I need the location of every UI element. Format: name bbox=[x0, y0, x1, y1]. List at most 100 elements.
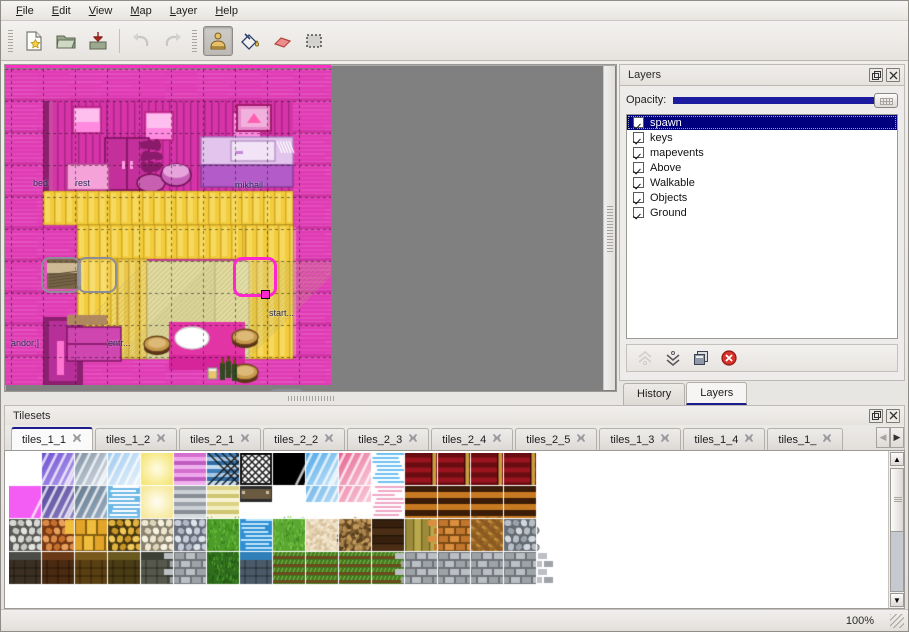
layer-row[interactable]: Ground bbox=[627, 205, 897, 220]
layer-visibility-checkbox[interactable] bbox=[633, 132, 644, 143]
layer-row[interactable]: spawn bbox=[627, 115, 897, 130]
map-view[interactable]: bed rest mikhail andor;] entr... start... bbox=[4, 64, 617, 392]
tileset-tab-label: tiles_2_4 bbox=[442, 434, 486, 446]
chevron-right-icon[interactable]: ▶ bbox=[890, 427, 904, 448]
layer-name-label: keys bbox=[650, 132, 673, 144]
layer-name-label: spawn bbox=[650, 117, 682, 129]
tileset-canvas[interactable] bbox=[9, 453, 869, 588]
close-icon[interactable] bbox=[886, 68, 900, 82]
menu-help[interactable]: Help bbox=[206, 3, 247, 19]
redo-icon[interactable] bbox=[158, 26, 188, 56]
undock-icon[interactable] bbox=[869, 68, 883, 82]
chevron-left-icon[interactable]: ◀ bbox=[876, 427, 890, 448]
close-tab-icon[interactable] bbox=[822, 433, 832, 446]
close-tab-icon[interactable] bbox=[72, 433, 82, 446]
tileset-tab-label: tiles_1_ bbox=[778, 434, 816, 446]
menu-layer[interactable]: Layer bbox=[161, 3, 207, 19]
splitter-grip bbox=[288, 396, 334, 401]
tileset-tab-tiles_2_4[interactable]: tiles_2_4 bbox=[431, 428, 513, 450]
menu-view[interactable]: View bbox=[80, 3, 122, 19]
layer-visibility-checkbox[interactable] bbox=[633, 177, 644, 188]
dock-tab-history[interactable]: History bbox=[623, 383, 685, 405]
opacity-slider[interactable] bbox=[673, 92, 898, 108]
dock-tab-layers[interactable]: Layers bbox=[686, 382, 747, 405]
tileset-tab-label: tiles_1_1 bbox=[22, 434, 66, 446]
opacity-label: Opacity: bbox=[626, 94, 666, 106]
tileset-tab-tiles_2_1[interactable]: tiles_2_1 bbox=[179, 428, 261, 450]
selection-resize-handle[interactable] bbox=[261, 290, 270, 299]
save-file-icon[interactable] bbox=[83, 26, 113, 56]
map-tileset-splitter[interactable] bbox=[4, 392, 617, 405]
layer-visibility-checkbox[interactable] bbox=[633, 162, 644, 173]
zoom-level-label: 100% bbox=[846, 615, 874, 627]
window-resize-grip[interactable] bbox=[890, 614, 904, 628]
remove-layer-icon[interactable] bbox=[717, 347, 741, 369]
map-object-selection-mikhail[interactable] bbox=[233, 257, 277, 297]
opacity-handle[interactable] bbox=[874, 93, 898, 108]
stamp-brush-icon[interactable] bbox=[203, 26, 233, 56]
tileset-tab-tiles_2_3[interactable]: tiles_2_3 bbox=[347, 428, 429, 450]
close-tab-icon[interactable] bbox=[576, 433, 586, 446]
layers-dock-body: Opacity: spawn keys mapevents Above Walkable… bbox=[619, 85, 905, 381]
layer-row[interactable]: mapevents bbox=[627, 145, 897, 160]
raise-layer-icon[interactable] bbox=[633, 347, 657, 369]
close-tab-icon[interactable] bbox=[744, 433, 754, 446]
close-tab-icon[interactable] bbox=[156, 433, 166, 446]
close-tab-icon[interactable] bbox=[240, 433, 250, 446]
scroll-up-icon[interactable]: ▲ bbox=[890, 452, 904, 466]
map-object-selection-bed[interactable] bbox=[41, 257, 81, 293]
tileset-tab-tiles_1_3[interactable]: tiles_1_3 bbox=[599, 428, 681, 450]
layer-list[interactable]: spawn keys mapevents Above Walkable Objects Gr… bbox=[626, 114, 898, 339]
menu-file[interactable]: File bbox=[7, 3, 43, 19]
layer-row[interactable]: keys bbox=[627, 130, 897, 145]
close-icon[interactable] bbox=[886, 409, 900, 423]
undo-icon[interactable] bbox=[126, 26, 156, 56]
map-object-label: andor;] bbox=[11, 338, 39, 348]
layer-row[interactable]: Objects bbox=[627, 190, 897, 205]
tileset-tab-tiles_1_4[interactable]: tiles_1_4 bbox=[683, 428, 765, 450]
toolbar-drag-handle[interactable] bbox=[7, 28, 14, 54]
tileset-tab-scroll-buttons: ◀ ▶ bbox=[876, 427, 904, 448]
layers-dock: Layers Opacity: spawn keys mape bbox=[619, 61, 908, 405]
close-tab-icon[interactable] bbox=[660, 433, 670, 446]
tileset-view[interactable]: ▲ ▼ bbox=[4, 450, 905, 609]
new-map-icon[interactable] bbox=[19, 26, 49, 56]
eraser-icon[interactable] bbox=[267, 26, 297, 56]
menu-edit[interactable]: Edit bbox=[43, 3, 80, 19]
layer-visibility-checkbox[interactable] bbox=[633, 192, 644, 203]
map-scroll-thumb[interactable] bbox=[607, 206, 613, 252]
layer-visibility-checkbox[interactable] bbox=[633, 207, 644, 218]
tileset-scroll-trough[interactable] bbox=[890, 532, 904, 592]
tileset-scroll-thumb[interactable] bbox=[890, 468, 904, 532]
tileset-tab-tiles_1_1[interactable]: tiles_1_1 bbox=[11, 427, 93, 450]
layer-name-label: Walkable bbox=[650, 177, 695, 189]
map-object-overlay: bed rest mikhail andor;] entr... start... bbox=[5, 65, 331, 385]
map-vertical-scrollbar[interactable] bbox=[603, 66, 615, 390]
tileset-tab-tiles_1_2[interactable]: tiles_1_2 bbox=[95, 428, 177, 450]
tileset-tab-tiles_1_[interactable]: tiles_1_ bbox=[767, 428, 843, 450]
lower-layer-icon[interactable] bbox=[661, 347, 685, 369]
map-object-selection-rest[interactable] bbox=[77, 257, 117, 293]
close-tab-icon[interactable] bbox=[408, 433, 418, 446]
toolbar-separator bbox=[119, 29, 120, 53]
tileset-vertical-scrollbar[interactable]: ▲ ▼ bbox=[888, 451, 904, 608]
duplicate-layer-icon[interactable] bbox=[689, 347, 713, 369]
rectangular-select-icon[interactable] bbox=[299, 26, 329, 56]
layer-visibility-checkbox[interactable] bbox=[633, 117, 644, 128]
tile-grid[interactable] bbox=[5, 451, 888, 608]
scroll-down-icon[interactable]: ▼ bbox=[890, 593, 904, 607]
undock-icon[interactable] bbox=[869, 409, 883, 423]
map-object-label: entr... bbox=[108, 338, 131, 348]
tileset-tab-tiles_2_5[interactable]: tiles_2_5 bbox=[515, 428, 597, 450]
close-tab-icon[interactable] bbox=[492, 433, 502, 446]
tileset-tab-tiles_2_2[interactable]: tiles_2_2 bbox=[263, 428, 345, 450]
close-tab-icon[interactable] bbox=[324, 433, 334, 446]
menu-map[interactable]: Map bbox=[121, 3, 160, 19]
layer-name-label: Above bbox=[650, 162, 681, 174]
layer-row[interactable]: Walkable bbox=[627, 175, 897, 190]
layer-visibility-checkbox[interactable] bbox=[633, 147, 644, 158]
layer-row[interactable]: Above bbox=[627, 160, 897, 175]
tools-drag-handle[interactable] bbox=[191, 28, 198, 54]
open-file-icon[interactable] bbox=[51, 26, 81, 56]
bucket-fill-icon[interactable] bbox=[235, 26, 265, 56]
